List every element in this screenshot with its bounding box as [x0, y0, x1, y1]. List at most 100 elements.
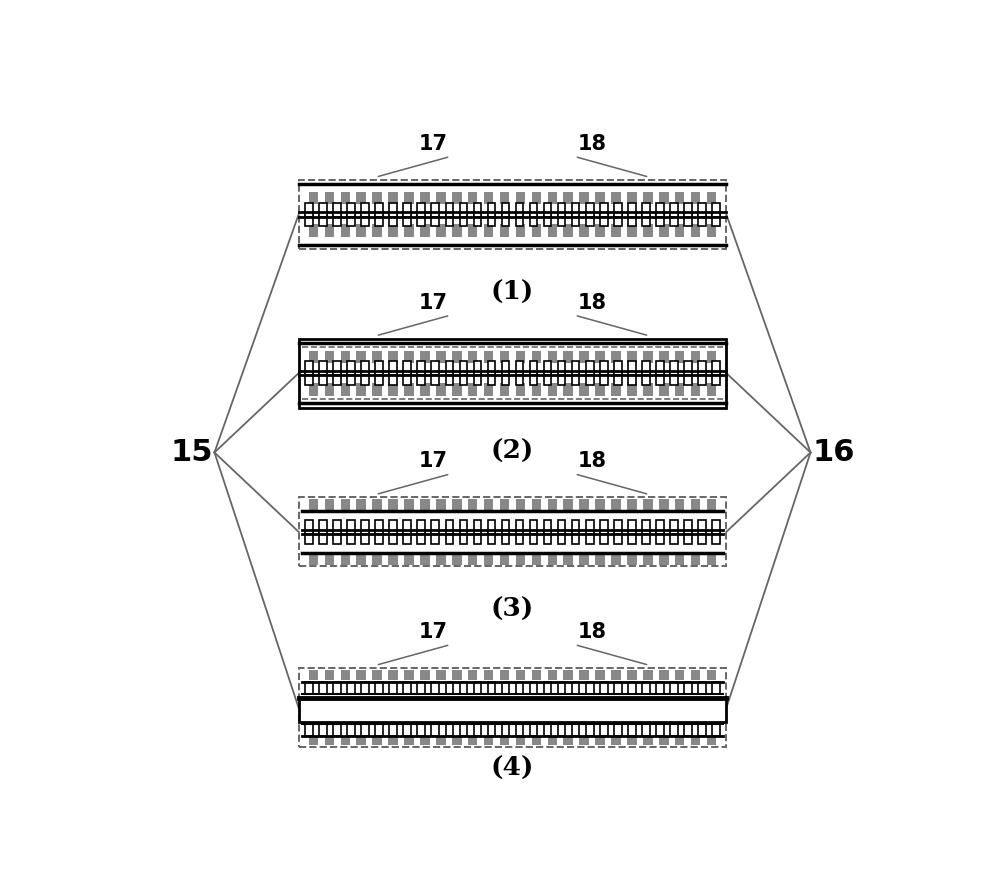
Bar — [698, 682, 706, 694]
Bar — [684, 212, 692, 226]
Bar — [325, 225, 334, 237]
Bar — [333, 682, 341, 694]
Bar — [488, 724, 495, 737]
Bar — [389, 682, 397, 694]
Bar — [460, 682, 467, 694]
Bar — [675, 554, 684, 565]
Bar — [516, 371, 523, 385]
Bar — [563, 670, 573, 680]
Bar — [446, 724, 453, 737]
Bar — [436, 554, 446, 565]
Bar — [431, 202, 439, 217]
Bar — [309, 350, 318, 363]
Bar — [446, 520, 453, 534]
Bar — [319, 212, 327, 226]
Bar — [474, 724, 481, 737]
Bar — [299, 339, 726, 408]
Bar — [347, 212, 355, 226]
Bar — [643, 736, 653, 745]
Bar — [656, 682, 664, 694]
Bar — [611, 554, 621, 565]
Bar — [563, 225, 573, 237]
Bar — [698, 361, 706, 375]
Bar — [643, 192, 653, 204]
Bar — [356, 225, 366, 237]
Bar — [417, 530, 425, 544]
Bar — [341, 225, 350, 237]
Bar — [333, 361, 341, 375]
Bar — [502, 724, 509, 737]
Bar — [642, 682, 650, 694]
Bar — [643, 499, 653, 510]
Bar — [532, 554, 541, 565]
Bar — [468, 225, 477, 237]
Bar — [684, 361, 692, 375]
Bar — [643, 350, 653, 363]
Bar — [563, 383, 573, 395]
Bar — [468, 383, 477, 395]
Bar — [299, 698, 726, 722]
Bar — [417, 202, 425, 217]
Bar — [684, 371, 692, 385]
Bar — [319, 520, 327, 534]
Bar — [319, 361, 327, 375]
Bar — [468, 736, 477, 745]
Bar — [698, 520, 706, 534]
Bar — [712, 371, 720, 385]
Bar — [420, 670, 430, 680]
Bar — [659, 192, 669, 204]
Bar — [563, 736, 573, 745]
Bar — [516, 383, 525, 395]
Bar — [431, 212, 439, 226]
Bar — [325, 736, 334, 745]
Bar — [670, 530, 678, 544]
Bar — [389, 530, 397, 544]
Bar — [452, 670, 462, 680]
Bar — [516, 670, 525, 680]
Bar — [388, 225, 398, 237]
Bar — [319, 202, 327, 217]
Bar — [656, 212, 664, 226]
Bar — [375, 520, 383, 534]
Bar — [468, 554, 477, 565]
Bar — [309, 383, 318, 395]
Bar — [712, 724, 720, 737]
Bar — [563, 350, 573, 363]
Bar — [502, 202, 509, 217]
Bar — [544, 371, 551, 385]
Bar — [488, 202, 495, 217]
Bar — [452, 554, 462, 565]
Bar — [502, 361, 509, 375]
Bar — [319, 371, 327, 385]
Bar — [460, 361, 467, 375]
Bar — [452, 350, 462, 363]
Bar — [614, 361, 622, 375]
Bar — [356, 670, 366, 680]
Bar — [614, 520, 622, 534]
Bar — [500, 350, 509, 363]
Bar — [305, 361, 313, 375]
Bar — [436, 350, 446, 363]
Bar — [675, 350, 684, 363]
Bar — [404, 350, 414, 363]
Bar — [388, 670, 398, 680]
Bar — [532, 499, 541, 510]
Bar — [642, 530, 650, 544]
Bar — [572, 530, 579, 544]
Text: 16: 16 — [812, 438, 855, 467]
Bar — [325, 350, 334, 363]
Bar — [389, 520, 397, 534]
Bar — [544, 520, 551, 534]
Bar — [614, 202, 622, 217]
Bar — [579, 736, 589, 745]
Bar — [600, 361, 608, 375]
Bar — [558, 361, 565, 375]
Bar — [446, 202, 453, 217]
Bar — [698, 371, 706, 385]
Bar — [446, 361, 453, 375]
Bar — [691, 499, 700, 510]
Bar — [389, 212, 397, 226]
Bar — [675, 192, 684, 204]
Bar — [420, 499, 430, 510]
Bar — [375, 682, 383, 694]
